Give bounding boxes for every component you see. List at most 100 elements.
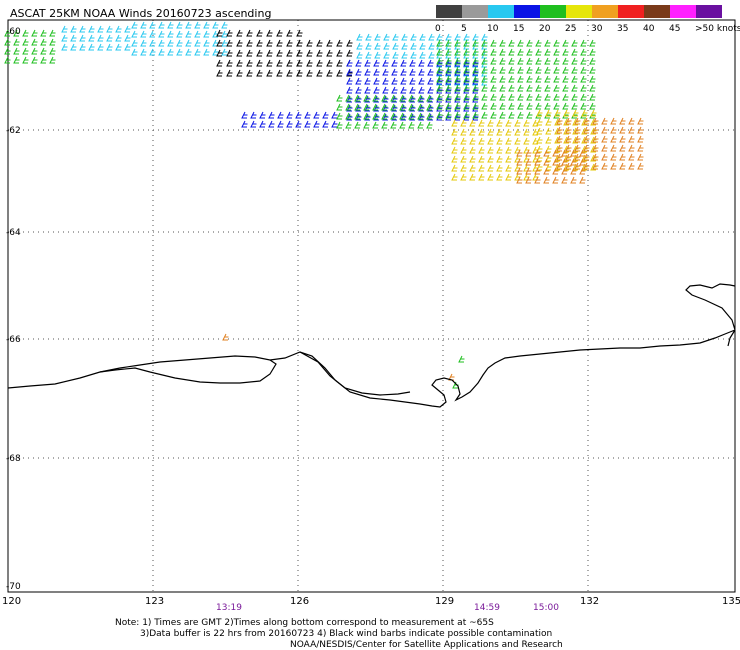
wind-barb xyxy=(556,162,563,170)
wind-barb xyxy=(544,84,551,92)
wind-barb xyxy=(4,29,11,37)
wind-barb xyxy=(436,95,443,103)
lat-label-62: -62 xyxy=(6,126,21,136)
wind-barb xyxy=(472,77,479,85)
wind-barb xyxy=(382,77,389,85)
wind-barb xyxy=(4,56,11,64)
wind-barb xyxy=(445,48,452,56)
wind-barb xyxy=(463,111,470,119)
wind-barb xyxy=(469,146,476,154)
wind-barb xyxy=(487,155,494,163)
wind-barb xyxy=(454,33,461,41)
wind-barb xyxy=(499,102,506,110)
wind-barb xyxy=(619,153,626,161)
wind-barb xyxy=(88,25,95,33)
wind-barb xyxy=(562,57,569,65)
wind-barb xyxy=(176,48,183,56)
wind-barb xyxy=(392,42,399,50)
wind-barb xyxy=(382,59,389,67)
wind-barb xyxy=(481,48,488,56)
wind-barb xyxy=(436,33,443,41)
wind-barb xyxy=(194,30,201,38)
wind-barb xyxy=(295,120,302,128)
wind-barb xyxy=(445,104,452,112)
wind-barb xyxy=(601,144,608,152)
wind-barb xyxy=(499,39,506,47)
wind-barb xyxy=(88,34,95,42)
wind-barb xyxy=(226,39,233,47)
wind-barb xyxy=(345,94,352,102)
wind-barb xyxy=(463,66,470,74)
wind-barb xyxy=(70,43,77,51)
wind-barb xyxy=(417,112,424,120)
wind-barb xyxy=(436,104,443,112)
wind-barb xyxy=(226,69,233,77)
legend-label: 15 xyxy=(513,24,524,34)
wind-barb xyxy=(508,48,515,56)
wind-barb xyxy=(31,38,38,46)
wind-barb xyxy=(306,39,313,47)
wind-barb xyxy=(436,59,443,67)
wind-barb xyxy=(535,102,542,110)
wind-barb xyxy=(454,48,461,56)
wind-barb xyxy=(562,66,569,74)
wind-barb xyxy=(589,84,596,92)
wind-barb xyxy=(523,137,530,145)
wind-barb xyxy=(490,93,497,101)
wind-barb xyxy=(399,94,406,102)
wind-barb xyxy=(346,39,353,47)
wind-barb xyxy=(592,144,599,152)
wind-barb xyxy=(487,146,494,154)
wind-barb xyxy=(372,94,379,102)
wind-barb xyxy=(436,111,443,119)
wind-barb xyxy=(185,48,192,56)
wind-barb xyxy=(534,167,541,175)
wind-barb xyxy=(158,48,165,56)
wind-barb xyxy=(149,39,156,47)
wind-barb xyxy=(428,33,435,41)
wind-barb xyxy=(463,48,470,56)
wind-barb xyxy=(592,162,599,170)
wind-barb xyxy=(391,59,398,67)
wind-barb xyxy=(346,68,353,76)
wind-barb xyxy=(331,111,338,119)
wind-barb xyxy=(562,48,569,56)
wind-barb xyxy=(365,33,372,41)
wind-barb xyxy=(131,30,138,38)
wind-barb xyxy=(543,176,550,184)
wind-barb xyxy=(286,59,293,67)
wind-barb xyxy=(481,57,488,65)
wind-barb xyxy=(526,75,533,83)
wind-barb xyxy=(571,57,578,65)
wind-barb xyxy=(417,103,424,111)
wind-barb xyxy=(535,66,542,74)
wind-barb xyxy=(571,39,578,47)
wind-barb xyxy=(581,109,588,117)
wind-barb xyxy=(266,29,273,37)
wind-barb xyxy=(345,121,352,129)
wind-barb xyxy=(400,68,407,76)
wind-barb xyxy=(250,120,257,128)
wind-barb xyxy=(490,102,497,110)
wind-barb xyxy=(445,68,452,76)
wind-barb xyxy=(517,66,524,74)
wind-barb xyxy=(363,94,370,102)
wind-barb xyxy=(499,48,506,56)
wind-barb xyxy=(381,94,388,102)
wind-barb xyxy=(565,162,572,170)
wind-barb xyxy=(469,119,476,127)
wind-barb xyxy=(246,49,253,57)
wind-barb xyxy=(451,137,458,145)
wind-barb xyxy=(364,86,371,94)
wind-barb xyxy=(553,48,560,56)
wind-barb xyxy=(472,57,479,65)
wind-barb xyxy=(481,84,488,92)
wind-barb xyxy=(436,75,443,83)
lon-label-129: 129 xyxy=(435,596,454,607)
wind-barb xyxy=(124,43,131,51)
wind-barb xyxy=(535,84,542,92)
wind-barb xyxy=(525,158,532,166)
wind-barb xyxy=(409,86,416,94)
wind-barb xyxy=(277,120,284,128)
wind-barb xyxy=(419,42,426,50)
